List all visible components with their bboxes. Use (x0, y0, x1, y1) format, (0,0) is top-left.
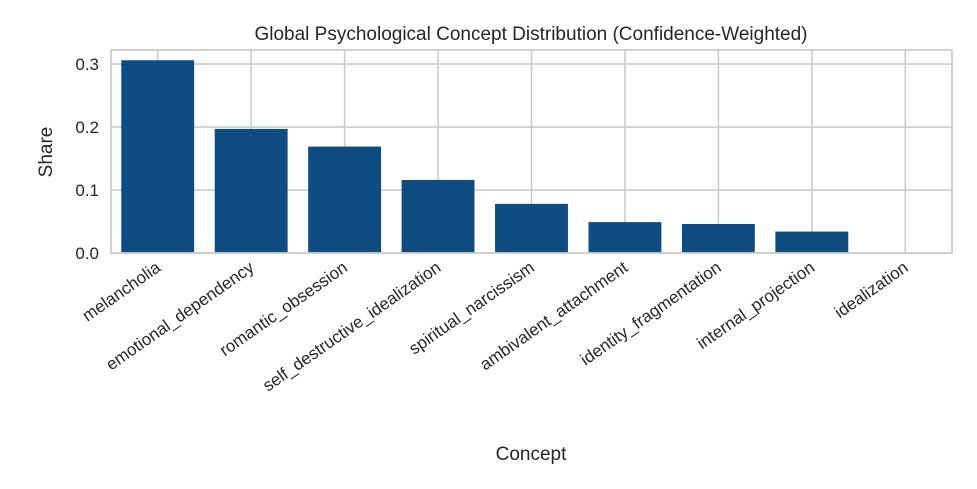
bar (401, 179, 475, 253)
x-tick-label: idealization (831, 258, 912, 322)
plot-frame (110, 49, 953, 254)
x-tick-label: self_destructive_idealization (259, 258, 444, 396)
x-axis-ticks: melancholiaemotional_dependencyromantic_… (79, 257, 912, 395)
bar (308, 146, 382, 253)
x-tick-label: ambivalent_attachment (476, 258, 631, 375)
y-tick-label: 0.2 (75, 118, 99, 137)
chart-title: Global Psychological Concept Distributio… (254, 24, 807, 45)
y-axis-label: Share (36, 127, 57, 178)
bar (588, 222, 662, 253)
bars (121, 60, 849, 253)
bar (775, 231, 849, 253)
y-tick-label: 0.1 (75, 181, 99, 200)
x-tick-label: emotional_dependency (103, 257, 258, 374)
x-axis-label: Concept (496, 444, 567, 465)
bar (681, 224, 755, 253)
y-axis-ticks: 0.0 0.1 0.2 0.3 (75, 55, 99, 263)
x-tick-label: melancholia (79, 257, 165, 325)
y-tick-label: 0.3 (75, 55, 99, 74)
bar (495, 203, 568, 253)
bar (121, 60, 195, 253)
bar (214, 128, 288, 253)
y-tick-label: 0.0 (75, 244, 99, 263)
